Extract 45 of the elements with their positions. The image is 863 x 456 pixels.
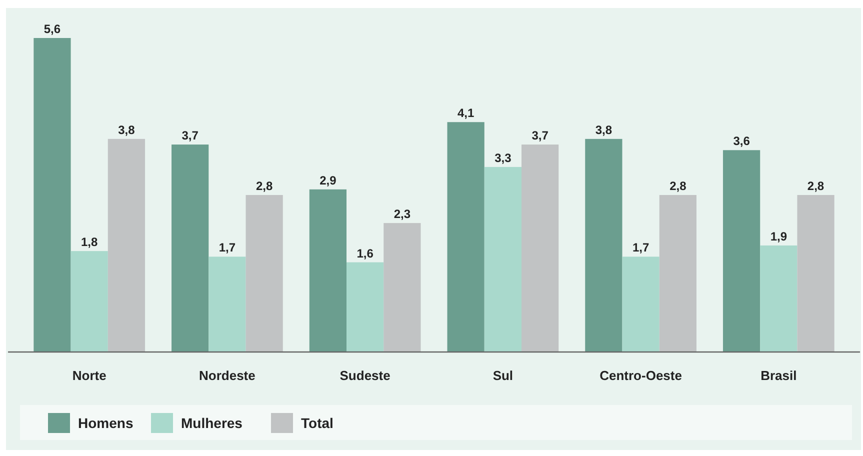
x-tick-label: Nordeste [199, 368, 256, 383]
data-label: 2,9 [320, 173, 337, 188]
bar [722, 150, 760, 352]
data-label: 2,8 [670, 179, 687, 193]
bar [309, 189, 347, 352]
data-label: 1,6 [356, 246, 374, 260]
bar [585, 138, 622, 352]
bar [70, 251, 108, 352]
data-label: 3,7 [182, 128, 199, 143]
data-label: 3,8 [118, 122, 136, 137]
data-label: 2,8 [256, 179, 273, 193]
data-label: 2,8 [807, 179, 824, 193]
bar [384, 223, 421, 352]
bar [447, 122, 484, 352]
data-label: 3,6 [733, 134, 750, 148]
legend-label: Homens [78, 415, 134, 431]
data-label: 3,8 [595, 122, 612, 137]
bar [34, 38, 71, 352]
bar [659, 195, 696, 352]
bar [521, 144, 559, 352]
x-tick-label: Sul [492, 368, 514, 383]
bar [622, 256, 660, 352]
bar [108, 138, 146, 352]
x-tick-label: Brasil [760, 368, 797, 383]
data-label: 4,1 [457, 106, 474, 120]
bar [760, 245, 798, 352]
data-label: 5,6 [44, 22, 61, 36]
legend-label: Mulheres [181, 415, 243, 431]
x-tick-label: Norte [72, 368, 106, 383]
data-label: 3,3 [494, 150, 512, 165]
data-label: 2,3 [394, 207, 411, 222]
x-tick-label: Sudeste [340, 368, 390, 383]
bar [346, 262, 384, 352]
data-label: 1,8 [80, 235, 98, 250]
data-label: 1,7 [218, 240, 236, 255]
bar [208, 256, 246, 352]
bar [246, 195, 283, 352]
bar [484, 166, 522, 352]
data-label: 1,9 [770, 229, 788, 244]
bar [797, 195, 834, 352]
data-label: 1,7 [632, 240, 650, 255]
bar [172, 144, 209, 352]
x-tick-label: Centro-Oeste [600, 368, 682, 383]
legend-label: Total [301, 415, 334, 431]
data-label: 3,7 [532, 128, 549, 143]
